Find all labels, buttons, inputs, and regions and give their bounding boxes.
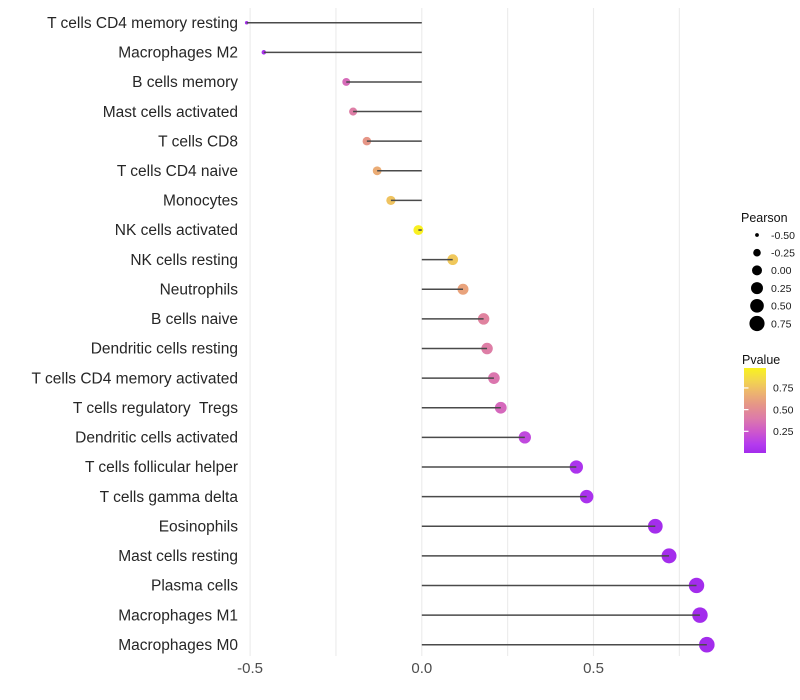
category-label: T cells gamma delta <box>100 489 239 506</box>
category-label: T cells regulatory Tregs <box>73 400 238 417</box>
size-legend-dot <box>749 315 765 332</box>
size-legend-dot <box>755 233 759 237</box>
category-label: T cells CD4 naive <box>117 163 238 180</box>
color-legend-title: Pvalue <box>742 353 780 367</box>
category-label: T cells CD8 <box>158 133 238 150</box>
category-label: Dendritic cells activated <box>75 430 238 447</box>
size-legend-title: Pearson <box>741 211 788 225</box>
category-label: Macrophages M0 <box>118 637 238 654</box>
color-legend-bar <box>744 368 766 453</box>
category-label: Neutrophils <box>160 281 239 298</box>
category-label: Mast cells activated <box>103 104 238 121</box>
category-label: B cells memory <box>132 74 238 91</box>
size-legend-label: 0.00 <box>771 265 792 277</box>
color-legend-label: 0.50 <box>773 404 794 416</box>
category-label: T cells CD4 memory activated <box>32 370 238 387</box>
size-legend-label: 0.50 <box>771 301 792 313</box>
category-label: T cells follicular helper <box>85 459 238 476</box>
size-legend-dot <box>751 282 763 295</box>
category-label: B cells naive <box>151 311 238 328</box>
size-legend-label: -0.50 <box>771 230 795 242</box>
size-legend-dot <box>753 248 761 257</box>
color-legend-label: 0.75 <box>773 383 794 395</box>
x-tick-label: 0.5 <box>583 660 604 677</box>
x-tick-label: 0.0 <box>411 660 432 677</box>
size-legend-dot <box>752 265 762 276</box>
category-label: Monocytes <box>163 193 238 210</box>
category-label: Macrophages M2 <box>118 45 238 62</box>
category-label: T cells CD4 memory resting <box>47 15 238 32</box>
x-tick-label: -0.5 <box>237 660 263 677</box>
size-legend-label: 0.75 <box>771 318 792 330</box>
category-label: Macrophages M1 <box>118 607 238 624</box>
category-label: Dendritic cells resting <box>91 341 238 358</box>
size-legend-dot <box>750 298 764 313</box>
category-label: Mast cells resting <box>118 548 238 565</box>
category-label: Eosinophils <box>159 518 239 535</box>
category-label: NK cells activated <box>115 222 238 239</box>
color-legend-label: 0.25 <box>773 426 794 438</box>
size-legend-label: -0.25 <box>771 248 795 260</box>
size-legend-label: 0.25 <box>771 283 792 295</box>
category-label: NK cells resting <box>130 252 238 269</box>
category-label: Plasma cells <box>151 578 238 595</box>
